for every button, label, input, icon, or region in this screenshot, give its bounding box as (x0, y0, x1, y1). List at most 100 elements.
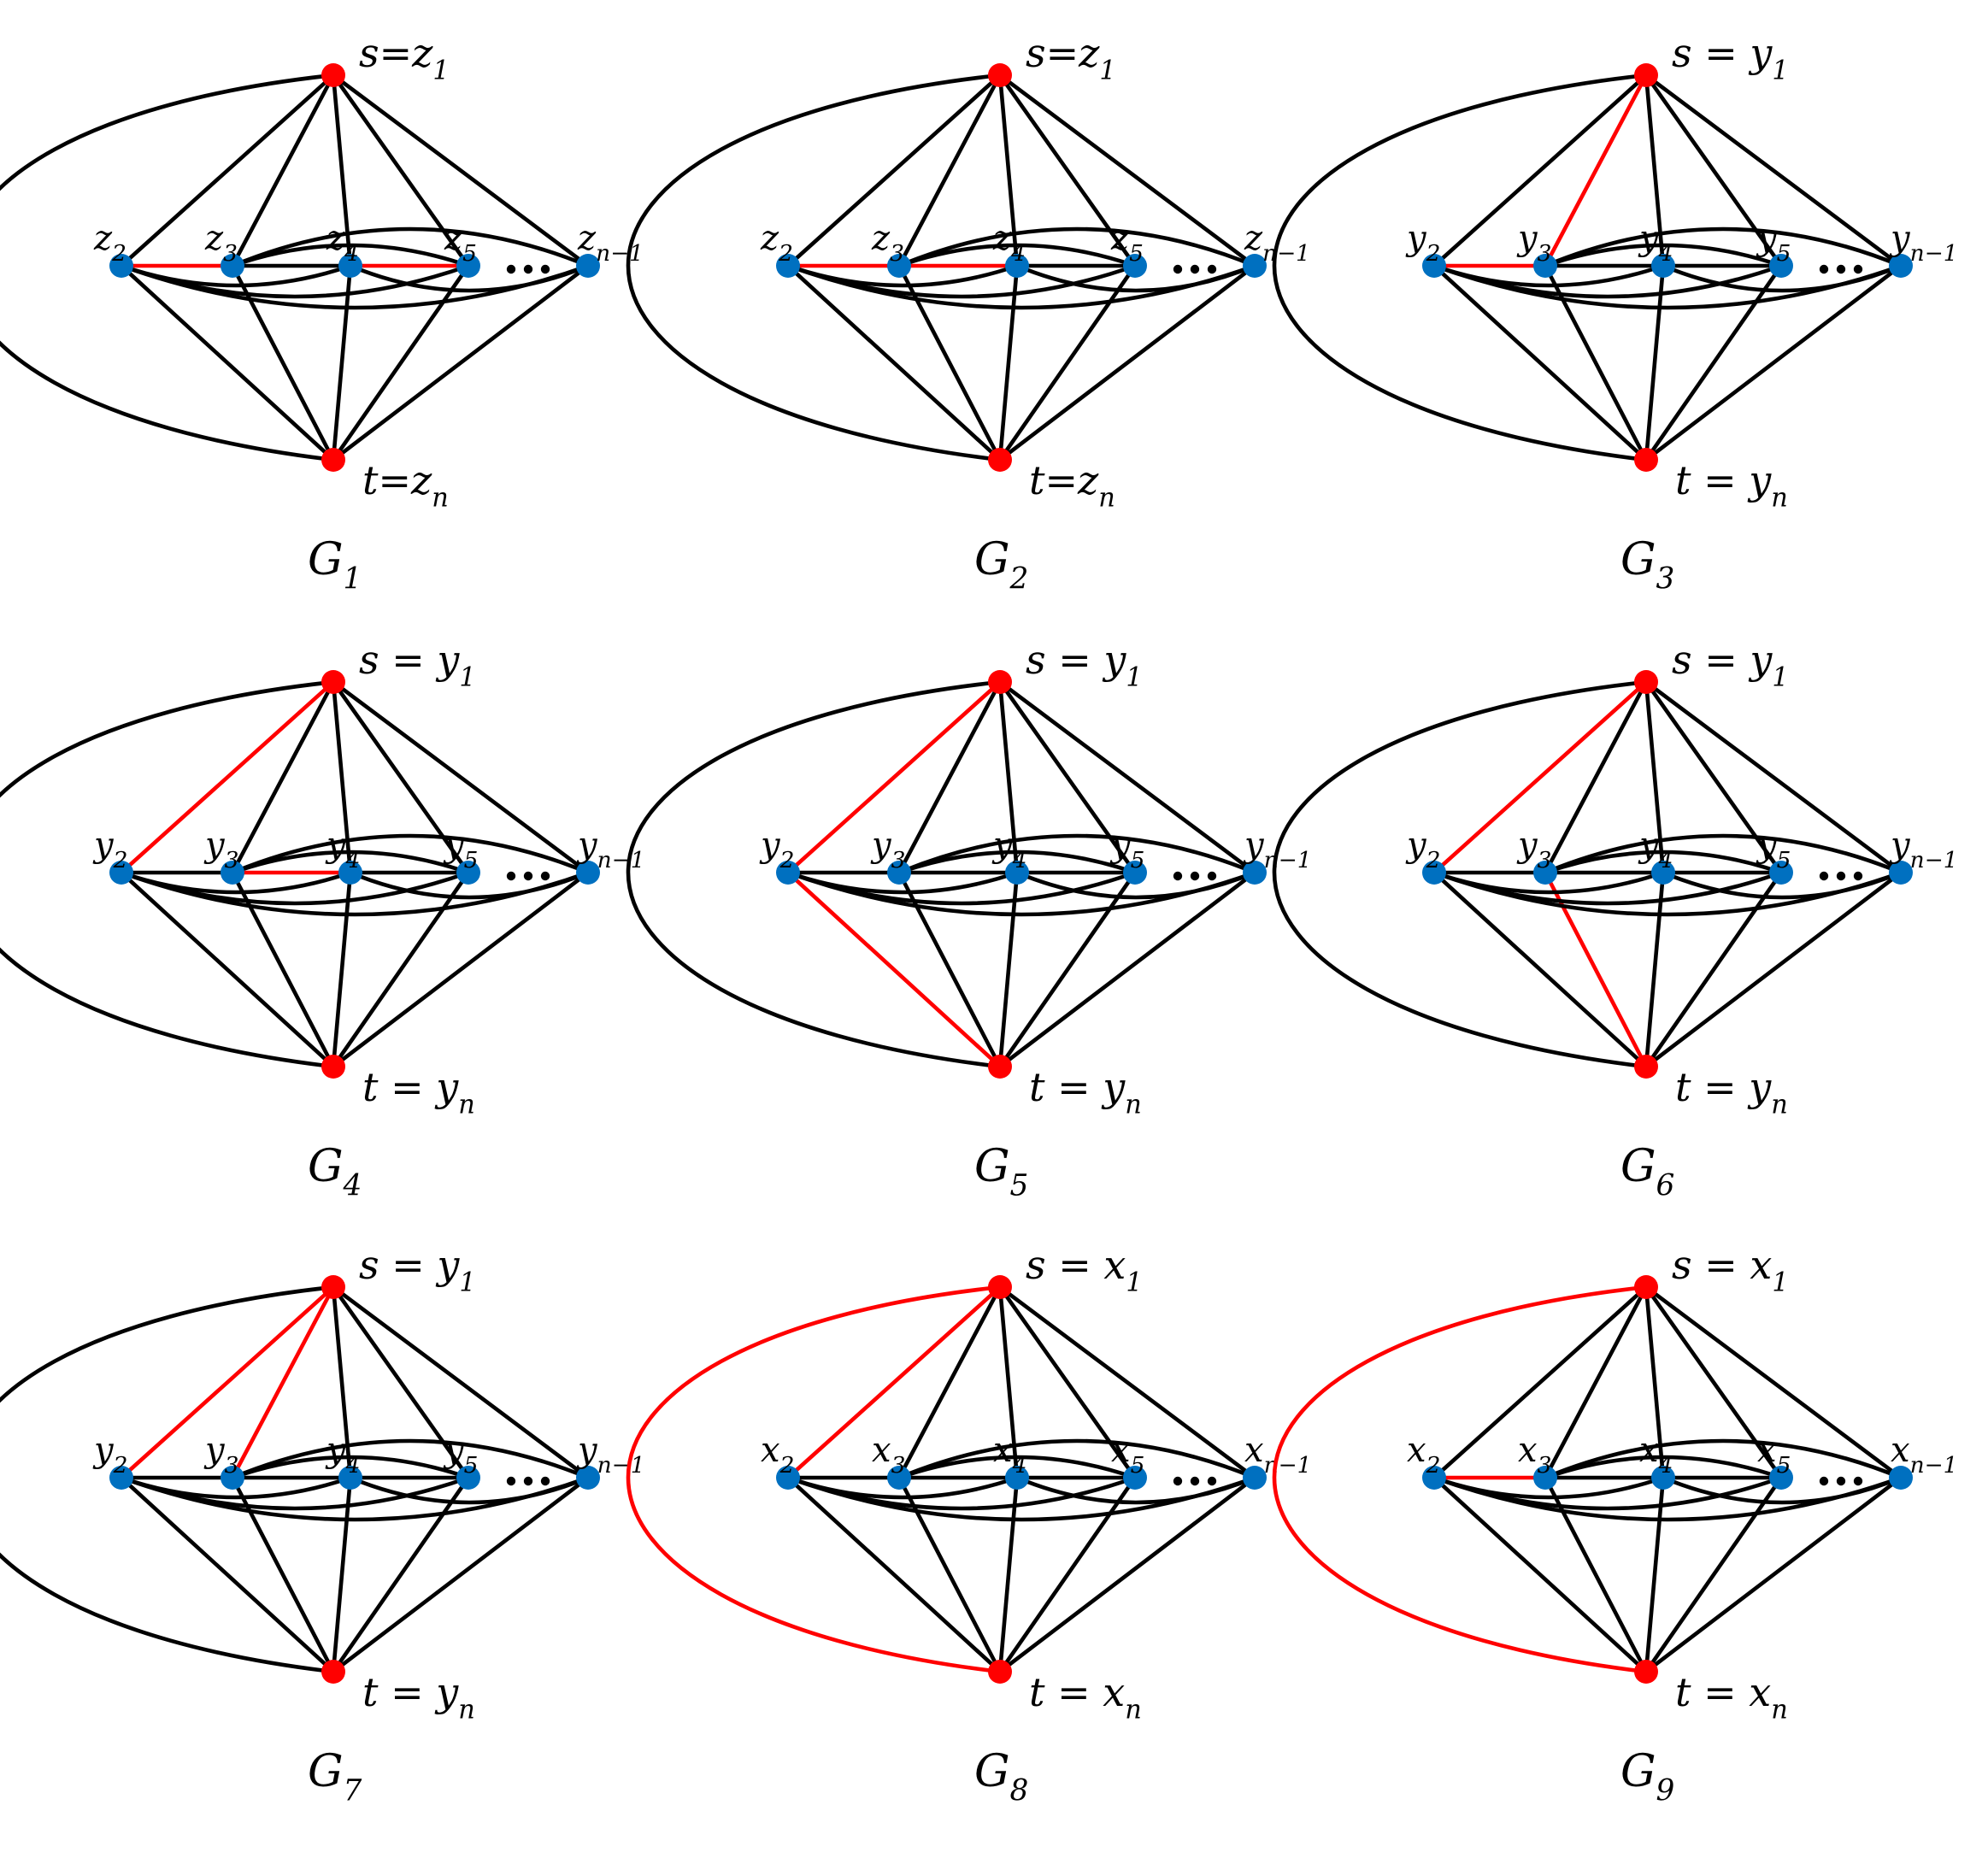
panel-caption-subscript: 5 (1010, 1169, 1029, 1203)
edge-s-v5 (1644, 73, 1784, 268)
label-v2-subscript: 2 (1426, 1452, 1441, 1479)
edge-s-v2 (1432, 73, 1649, 268)
label-s-main: s = y (359, 1242, 460, 1288)
node-v2 (1422, 861, 1446, 885)
edge-s-v5 (331, 73, 471, 268)
node-v4 (338, 1466, 362, 1490)
label-v4: z4 (992, 219, 1026, 267)
edge-t-v2 (1432, 263, 1649, 462)
label-s: s = x1 (1026, 1242, 1143, 1298)
edge-s-v2 (119, 1285, 336, 1480)
node-v5 (1769, 861, 1793, 885)
edge-v4-vn1 (1015, 1475, 1257, 1505)
label-v4-subscript: 4 (344, 240, 359, 267)
panel-caption-main: G (308, 1141, 344, 1192)
node-v3 (1533, 1466, 1557, 1490)
label-vn1: yn−1 (1889, 219, 1958, 267)
edge-t-vn1 (1644, 870, 1903, 1069)
label-v3-main: z (871, 219, 891, 258)
ellipsis-dot (523, 1476, 533, 1486)
label-vn1-subscript: n−1 (1910, 240, 1958, 267)
label-v3: z3 (871, 219, 904, 267)
panel-caption-subscript: 9 (1656, 1774, 1675, 1808)
edge-s-vn1 (1644, 1285, 1903, 1480)
edge-s-t (1272, 73, 1649, 462)
label-v5-main: x (1111, 1431, 1131, 1470)
label-v3-subscript: 3 (1538, 240, 1552, 267)
node-vn1 (1243, 1466, 1267, 1490)
label-v5: y5 (443, 1431, 478, 1479)
edge-v4-vn1 (348, 870, 591, 900)
edge-t-v5 (997, 870, 1138, 1069)
label-vn1-main: z (577, 219, 597, 258)
ellipsis-dot (1207, 1476, 1217, 1486)
node-v2 (776, 254, 800, 278)
ellipsis-dot (540, 264, 550, 274)
label-t-main: t = y (362, 1669, 459, 1715)
label-t-main: t=z (1029, 457, 1099, 503)
label-v2-subscript: 2 (113, 847, 128, 873)
node-t (1634, 1660, 1658, 1684)
edge-s-v5 (1644, 1285, 1784, 1480)
label-t-subscript: n (1098, 484, 1115, 514)
label-v5-subscript: 5 (1777, 847, 1791, 873)
label-v4: y4 (991, 826, 1026, 873)
label-v4-main: y (325, 1431, 347, 1470)
label-v3: z3 (204, 219, 238, 267)
panel-caption-main: G (974, 534, 1010, 585)
label-v5-main: z (444, 219, 463, 258)
label-v2-main: y (759, 826, 781, 865)
label-v5-subscript: 5 (1777, 240, 1791, 267)
label-v4: y4 (325, 826, 360, 873)
panel-caption-subscript: 6 (1656, 1169, 1675, 1203)
edge-t-v2 (785, 870, 1003, 1069)
edge-t-v4 (1644, 263, 1666, 462)
label-v2-main: z (93, 219, 113, 258)
label-v5-main: z (1110, 219, 1130, 258)
label-vn1-main: z (1244, 219, 1263, 258)
node-t (1634, 1055, 1658, 1079)
label-v2-subscript: 2 (1426, 847, 1441, 873)
label-v5-main: y (1756, 219, 1778, 258)
label-v4: y4 (1638, 826, 1673, 873)
node-v2 (776, 1466, 800, 1490)
panel-caption-subscript: 7 (344, 1774, 362, 1808)
ellipsis-dot (506, 264, 516, 274)
label-t-subscript: n (1125, 1091, 1142, 1120)
label-v3: y3 (203, 826, 238, 873)
edge-s-t (1272, 679, 1649, 1069)
label-s: s = y1 (1672, 637, 1789, 693)
edge-t-v2 (785, 1475, 1003, 1674)
edge-s-vn1 (331, 73, 591, 268)
edge-s-v2 (119, 679, 336, 875)
label-vn1-main: y (576, 826, 598, 865)
panel-caption: G4 (308, 1141, 362, 1203)
label-v4-subscript: 4 (1658, 1452, 1673, 1479)
label-s-subscript: 1 (1772, 663, 1788, 693)
edge-s-v2 (1432, 679, 1649, 875)
label-s-main: s = y (359, 637, 460, 683)
edge-v3-vn1 (1543, 1438, 1903, 1480)
edge-v3-vn1 (230, 226, 591, 268)
panel-caption: G6 (1620, 1141, 1674, 1203)
label-v2: y2 (92, 1431, 127, 1479)
label-v2-subscript: 2 (778, 240, 793, 267)
panel-caption: G5 (974, 1141, 1028, 1203)
edge-v3-v5 (1543, 850, 1784, 875)
label-s: s=z1 (359, 30, 450, 86)
edge-s-v2 (785, 73, 1003, 268)
label-t-main: t = y (362, 1064, 459, 1110)
ellipsis-dot (506, 1476, 516, 1486)
label-t-main: t = y (1675, 457, 1772, 503)
label-v2-subscript: 2 (113, 1452, 128, 1479)
edge-v3-vn1 (230, 833, 591, 875)
label-v5: y5 (1109, 826, 1144, 873)
label-s-main: s = x (1672, 1242, 1772, 1288)
label-v3-subscript: 3 (891, 847, 906, 873)
label-v4-subscript: 4 (1012, 1452, 1027, 1479)
node-v4 (1005, 861, 1029, 885)
node-s (988, 1275, 1012, 1299)
edge-v3-v5 (230, 850, 471, 875)
